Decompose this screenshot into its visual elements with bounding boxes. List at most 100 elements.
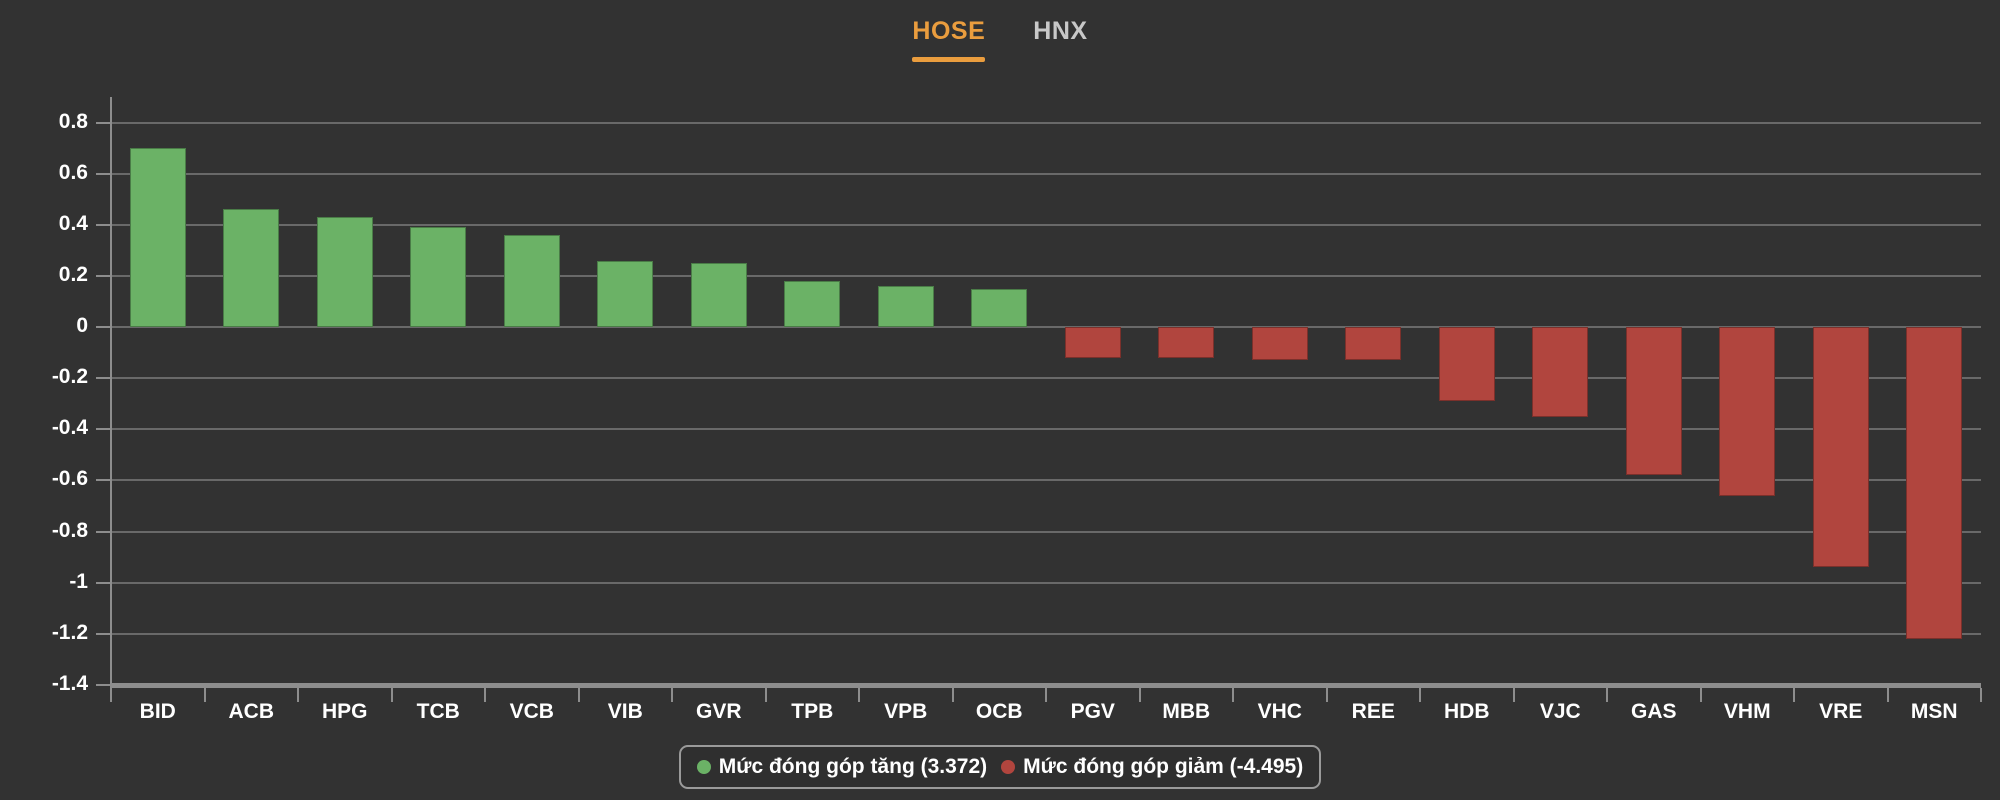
bar-MSN[interactable] — [1906, 327, 1963, 639]
x-axis-label-PGV: PGV — [1070, 700, 1115, 723]
y-axis-label: 0.4 — [58, 211, 88, 235]
x-axis-label-MSN: MSN — [1910, 700, 1958, 723]
y-axis-tick — [96, 274, 111, 277]
bar-VHM[interactable] — [1719, 327, 1776, 496]
bar-OCB[interactable] — [971, 288, 1028, 328]
bar-VRE[interactable] — [1812, 327, 1869, 568]
x-axis-tick — [858, 688, 860, 702]
gridline — [111, 274, 1981, 277]
bar-VJC[interactable] — [1532, 327, 1589, 417]
x-axis-label-TPB: TPB — [791, 700, 834, 723]
bar-HPG[interactable] — [316, 217, 373, 328]
x-axis-tick — [1980, 688, 1982, 702]
x-axis-tick — [1699, 688, 1702, 702]
gridline — [111, 223, 1981, 226]
y-axis-tick — [96, 479, 111, 482]
legend-item-positive[interactable]: Mức đóng góp tăng (3.372) — [696, 755, 988, 779]
legend-negative-label: Mức đóng góp giảm (-4.495) — [1023, 755, 1304, 778]
y-axis-tick — [96, 172, 111, 175]
y-axis-label: -1 — [69, 569, 88, 593]
y-axis-tick — [96, 377, 111, 380]
y-axis-label: -0.8 — [51, 518, 88, 542]
tab-hose[interactable]: HOSE — [888, 14, 1009, 64]
x-axis-tick — [297, 688, 299, 702]
x-axis-tick — [1512, 688, 1515, 702]
bar-REE[interactable] — [1345, 327, 1402, 361]
gridline — [111, 530, 1981, 533]
gridline — [111, 581, 1981, 584]
x-axis-line — [111, 683, 1981, 688]
x-axis-label-VPB: VPB — [884, 700, 928, 723]
bar-PGV[interactable] — [1064, 327, 1121, 358]
x-axis-tick — [1886, 688, 1889, 702]
bar-VIB[interactable] — [597, 260, 654, 328]
bar-VCB[interactable] — [503, 235, 560, 328]
x-axis-tick — [764, 688, 767, 702]
y-axis-label: 0.8 — [58, 109, 88, 133]
bar-VHC[interactable] — [1251, 327, 1308, 361]
gridline — [111, 632, 1981, 635]
y-axis-label: -0.2 — [51, 365, 88, 389]
x-axis-label-VHC: VHC — [1257, 700, 1302, 723]
y-axis-line — [110, 97, 112, 697]
chart-legend: Mức đóng góp tăng (3.372) Mức đóng góp g… — [0, 745, 2000, 789]
legend-item-negative[interactable]: Mức đóng góp giảm (-4.495) — [1001, 755, 1303, 779]
x-axis-label-ACB: ACB — [228, 700, 275, 723]
x-axis-label-OCB: OCB — [975, 700, 1023, 723]
bar-TCB[interactable] — [410, 227, 467, 328]
x-axis-tick — [577, 688, 580, 702]
x-axis-tick — [1325, 688, 1328, 702]
y-axis-tick — [96, 121, 111, 124]
tab-hnx[interactable]: HNX — [1009, 14, 1111, 64]
negative-dot-icon — [1001, 760, 1016, 774]
x-axis-label-VJC: VJC — [1539, 700, 1581, 723]
x-axis-label-HDB: HDB — [1444, 700, 1490, 723]
x-axis-tick — [203, 688, 206, 702]
bar-ACB[interactable] — [223, 209, 280, 328]
tab-active-underline — [912, 57, 986, 62]
y-axis-tick — [96, 326, 111, 329]
x-axis-tick — [951, 688, 954, 702]
gridline — [111, 121, 1981, 124]
x-axis-tick — [390, 688, 393, 702]
x-axis-label-VCB: VCB — [509, 700, 554, 723]
bar-VPB[interactable] — [877, 286, 934, 328]
bar-MBB[interactable] — [1158, 327, 1215, 358]
gridline — [111, 377, 1981, 380]
bar-GAS[interactable] — [1625, 327, 1682, 476]
x-axis-tick — [1606, 688, 1608, 702]
x-axis-label-REE: REE — [1351, 700, 1395, 723]
legend-positive-label: Mức đóng góp tăng (3.372) — [718, 755, 988, 778]
y-axis-tick — [96, 530, 111, 533]
x-axis-label-HPG: HPG — [321, 700, 368, 723]
y-axis-tick — [96, 581, 111, 584]
x-axis-tick — [1138, 688, 1141, 702]
exchange-tabs: HOSE HNX — [0, 14, 2000, 64]
legend-box: Mức đóng góp tăng (3.372) Mức đóng góp g… — [678, 745, 1322, 789]
gridline — [111, 326, 1981, 329]
gridline — [111, 428, 1981, 431]
positive-dot-icon — [696, 760, 711, 774]
x-axis-label-VRE: VRE — [1819, 700, 1863, 723]
x-axis-label-VIB: VIB — [607, 700, 643, 723]
x-axis-label-VHM: VHM — [1723, 700, 1771, 723]
y-axis-label: -1.2 — [51, 620, 88, 644]
bar-HDB[interactable] — [1438, 327, 1495, 402]
x-axis-tick — [1232, 688, 1234, 702]
bar-TPB[interactable] — [784, 281, 841, 328]
y-axis-tick — [96, 428, 111, 431]
bar-GVR[interactable] — [690, 263, 747, 328]
tab-hnx-label: HNX — [1033, 17, 1088, 45]
x-axis-tick — [1793, 688, 1795, 702]
x-axis-tick — [671, 688, 673, 702]
y-axis-tick — [96, 632, 111, 635]
y-axis-tick — [96, 684, 111, 686]
x-axis-label-MBB: MBB — [1162, 700, 1211, 723]
x-axis-label-GVR: GVR — [695, 700, 742, 723]
y-axis-tick — [96, 223, 111, 226]
y-axis-label: 0 — [76, 314, 88, 338]
bar-BID[interactable] — [129, 148, 186, 328]
y-axis-label: -0.6 — [51, 467, 88, 491]
x-axis-label-TCB: TCB — [416, 700, 460, 723]
